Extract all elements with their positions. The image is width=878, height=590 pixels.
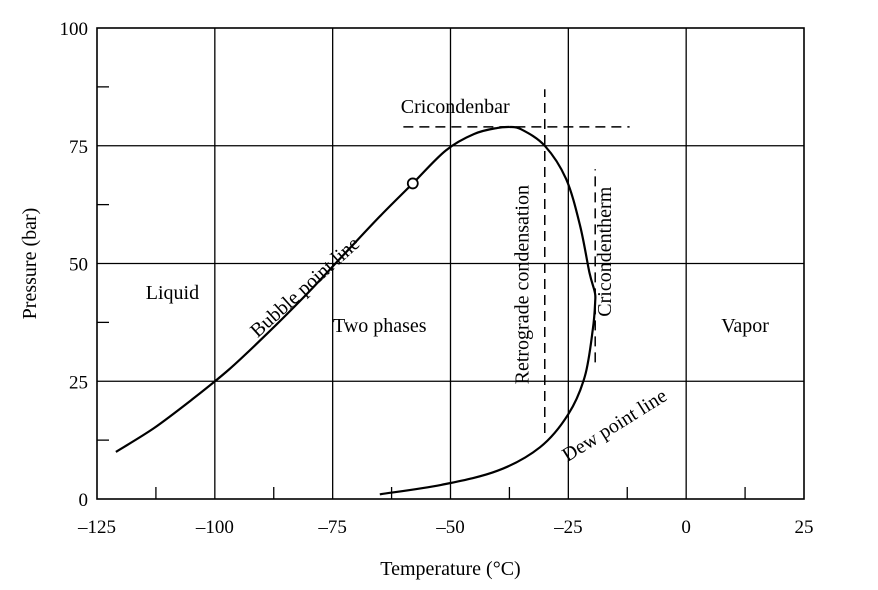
x-tick-label: –125 <box>77 517 116 538</box>
series-lines <box>115 125 597 496</box>
y-tick-label: 100 <box>60 19 89 40</box>
region-label-two-phases: Two phases <box>333 315 427 337</box>
x-tick-label: –75 <box>317 517 347 538</box>
x-axis-title: Temperature (°C) <box>380 558 520 580</box>
y-axis-title: Pressure (bar) <box>19 208 41 320</box>
plot-frame <box>96 27 805 500</box>
x-tick-label: 0 <box>681 517 691 538</box>
x-tick-label: 25 <box>795 517 814 538</box>
region-label-vapor: Vapor <box>721 315 769 337</box>
cricondenbar-label: Cricondenbar <box>401 96 510 118</box>
y-tick-label: 0 <box>79 490 89 511</box>
cricondentherm-label: Cricondentherm <box>594 186 616 316</box>
y-tick-label: 50 <box>69 255 88 276</box>
data-points <box>406 177 419 190</box>
critical-point-marker <box>406 177 419 190</box>
y-tick-label: 75 <box>69 137 88 158</box>
series-line <box>379 125 597 496</box>
tick-labels: –125 –100 –75 –50 –25 0 25 0 25 50 75 100 <box>60 19 814 538</box>
x-tick-label: –50 <box>435 517 465 538</box>
region-label-liquid: Liquid <box>146 282 199 304</box>
x-tick-label: –25 <box>553 517 583 538</box>
series-line <box>115 125 510 453</box>
retrograde-condensation-label: Retrograde condensation <box>511 185 533 384</box>
x-tick-label: –100 <box>195 517 234 538</box>
y-tick-label: 25 <box>69 372 88 393</box>
minor-ticks <box>97 86 746 499</box>
dew-point-line-label: Dew point line <box>558 385 671 467</box>
